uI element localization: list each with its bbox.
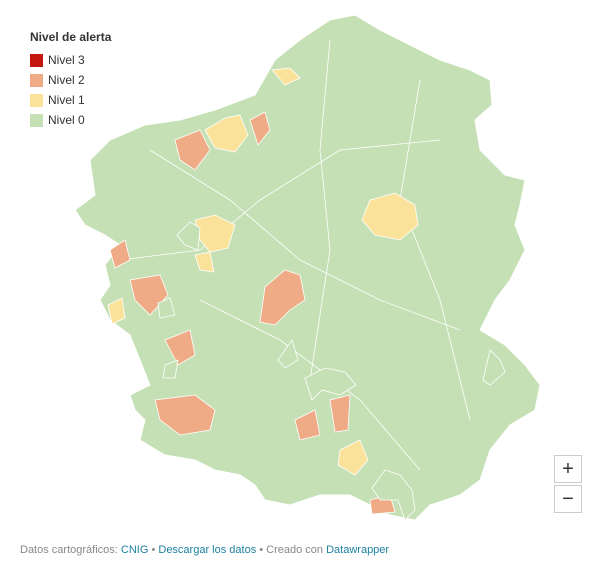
region (174, 129, 211, 171)
tool-link[interactable]: Datawrapper (326, 544, 390, 556)
region (162, 359, 179, 379)
region (176, 221, 201, 251)
legend-title: Nivel de alerta (30, 30, 112, 44)
legend-label: Nivel 2 (48, 73, 85, 87)
region (249, 111, 271, 146)
region-base (74, 14, 541, 521)
swatch (30, 73, 43, 87)
region (194, 251, 215, 273)
region (361, 192, 419, 241)
footer-text: • Creado con (259, 544, 324, 556)
legend-item: Nivel 0 (30, 110, 111, 130)
region (204, 114, 249, 153)
regions (107, 67, 506, 521)
region (294, 409, 321, 441)
legend-label: Nivel 3 (48, 53, 85, 67)
region (371, 469, 416, 521)
legend-item: Nivel 3 (30, 50, 111, 70)
region (304, 367, 357, 401)
region (329, 394, 351, 433)
legend-item: Nivel 1 (30, 90, 111, 110)
footer: Datos cartográficos: CNIG • Descargar lo… (20, 544, 389, 556)
region (154, 394, 216, 436)
region (271, 67, 301, 86)
legend-label: Nivel 1 (48, 93, 85, 107)
source-link[interactable]: CNIG (120, 544, 149, 556)
legend: Nivel de alerta Nivel 3 Nivel 2 Nivel 1 … (30, 30, 111, 130)
borders (119, 39, 471, 471)
swatch (30, 113, 43, 127)
zoom-in[interactable]: + (554, 455, 582, 483)
swatch (30, 53, 43, 67)
region (259, 269, 306, 326)
download-link[interactable]: Descargar los datos (158, 544, 257, 556)
region (157, 297, 176, 319)
legend-item: Nivel 2 (30, 70, 111, 90)
region (164, 329, 196, 366)
swatch (30, 93, 43, 107)
region (337, 439, 369, 476)
region (277, 339, 299, 369)
region (194, 214, 236, 253)
region (107, 297, 126, 325)
separator: • (151, 544, 156, 556)
zoom-out[interactable]: − (554, 485, 582, 513)
footer-text: Datos cartográficos: (20, 544, 118, 556)
region (109, 239, 131, 269)
legend-label: Nivel 0 (48, 113, 85, 127)
region (482, 349, 506, 386)
